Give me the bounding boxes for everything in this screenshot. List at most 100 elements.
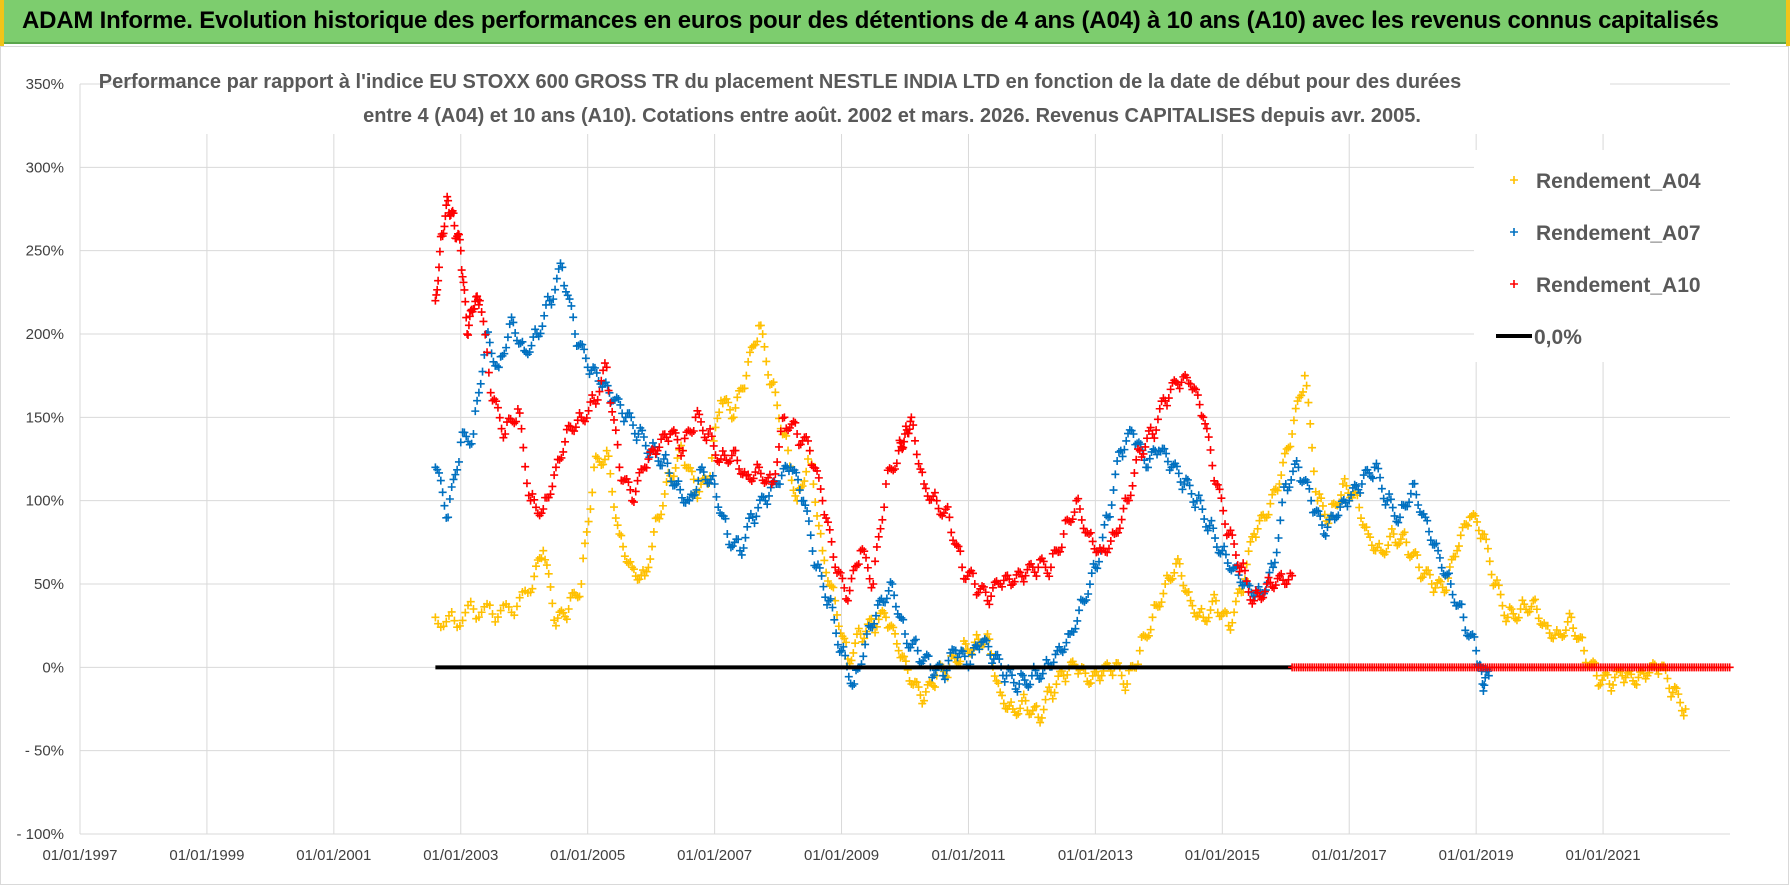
data-point <box>1026 680 1035 689</box>
data-point <box>539 505 548 513</box>
data-point <box>687 467 696 476</box>
data-point <box>1179 581 1188 590</box>
data-point <box>580 345 589 354</box>
data-point <box>1289 467 1298 476</box>
data-point <box>808 547 817 556</box>
data-point <box>459 278 468 287</box>
data-point <box>639 433 648 442</box>
data-point <box>1231 551 1240 560</box>
data-point <box>1042 655 1051 664</box>
data-point <box>1195 608 1204 617</box>
data-point <box>1304 398 1313 407</box>
data-point <box>500 349 509 358</box>
data-point <box>1119 504 1128 513</box>
data-point <box>456 438 465 447</box>
data-point <box>445 495 454 504</box>
data-point <box>1264 573 1273 582</box>
data-point <box>1334 511 1343 520</box>
data-point <box>1509 609 1518 618</box>
data-point <box>1435 553 1444 562</box>
data-point <box>1410 479 1419 488</box>
data-point <box>718 446 727 455</box>
data-point <box>771 388 780 397</box>
data-point <box>465 312 474 321</box>
data-point <box>1307 496 1316 505</box>
data-point <box>743 522 752 531</box>
chart-title-line-2: entre 4 (A04) et 10 ans (A10). Cotations… <box>363 105 1421 127</box>
data-point <box>1309 467 1318 476</box>
data-point <box>1085 680 1094 688</box>
data-point <box>689 475 698 484</box>
data-point <box>1107 501 1116 510</box>
data-point <box>1162 449 1171 458</box>
data-point <box>464 321 473 330</box>
data-point <box>1201 419 1210 428</box>
data-point <box>823 518 832 527</box>
data-point <box>834 622 843 631</box>
data-point <box>536 329 545 338</box>
data-point <box>988 583 997 592</box>
data-point <box>881 480 890 488</box>
data-point <box>737 550 746 559</box>
data-point <box>565 295 574 304</box>
data-point <box>1632 680 1641 689</box>
data-point <box>849 566 858 575</box>
data-point <box>734 535 743 544</box>
data-point <box>714 503 723 512</box>
data-point <box>1396 535 1405 544</box>
data-point <box>1182 373 1191 382</box>
data-point <box>882 594 891 603</box>
data-point <box>956 657 965 666</box>
data-point <box>1527 602 1536 611</box>
data-point <box>1480 681 1489 690</box>
data-point <box>791 491 800 500</box>
data-point <box>592 368 601 377</box>
data-point <box>530 572 539 581</box>
data-point <box>533 555 542 564</box>
legend-label: Rendement_A04 <box>1536 170 1701 193</box>
data-point <box>1110 530 1119 538</box>
data-point <box>822 514 831 523</box>
data-point <box>1432 539 1441 548</box>
data-point <box>530 495 539 504</box>
data-point <box>1204 613 1213 622</box>
data-point <box>1261 586 1270 595</box>
data-point <box>712 492 721 501</box>
data-point <box>1195 400 1204 409</box>
data-point <box>545 296 554 305</box>
data-point <box>722 394 731 403</box>
data-point <box>818 546 827 555</box>
data-point <box>1170 376 1179 385</box>
data-point <box>1416 574 1425 583</box>
data-point <box>644 455 653 464</box>
data-point <box>521 462 530 471</box>
data-point <box>1218 546 1227 555</box>
data-point <box>1097 671 1106 680</box>
data-point <box>640 571 649 580</box>
y-tick-label: - 100% <box>16 826 64 843</box>
data-point <box>546 490 555 499</box>
data-point <box>1725 663 1734 672</box>
data-point <box>1159 589 1168 598</box>
data-point <box>930 488 939 497</box>
data-point <box>829 583 838 592</box>
data-point <box>1017 669 1026 678</box>
data-point <box>1299 476 1308 485</box>
data-point <box>487 349 496 358</box>
data-point <box>1143 633 1152 642</box>
data-point <box>944 656 953 665</box>
data-point <box>1288 571 1297 580</box>
data-point <box>766 483 775 492</box>
data-point <box>1463 521 1472 530</box>
data-point <box>912 450 921 459</box>
data-point <box>795 486 804 495</box>
data-point <box>1494 581 1503 590</box>
data-point <box>642 463 651 472</box>
data-point <box>785 423 794 432</box>
data-point <box>816 529 825 538</box>
data-point <box>851 639 860 648</box>
data-point <box>461 297 470 306</box>
data-point <box>706 475 715 484</box>
data-point <box>1300 371 1309 380</box>
data-point <box>742 471 751 480</box>
